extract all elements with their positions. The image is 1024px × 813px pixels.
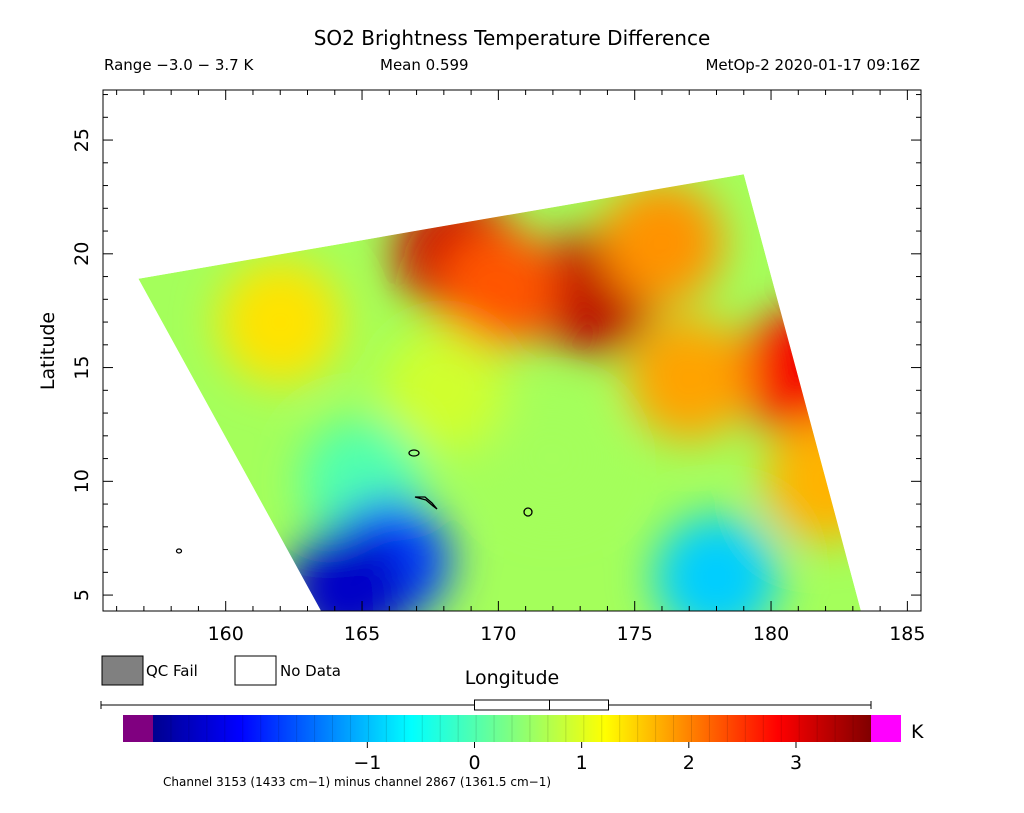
heatmap-region-13 (286, 526, 411, 611)
contour-2 (414, 496, 438, 510)
x-tick-label: 175 (617, 623, 653, 645)
colorbar-over (871, 715, 901, 742)
colorbar-unit: K (911, 721, 924, 743)
chart-title: SO2 Brightness Temperature Difference (313, 26, 711, 50)
heatmap-region-7 (627, 316, 752, 441)
heatmap-region-8 (381, 328, 506, 453)
y-tick-label: 5 (71, 589, 93, 601)
heatmap-swath (138, 174, 861, 611)
heatmap-region-9 (490, 396, 615, 521)
heatmap-region-6 (218, 260, 343, 385)
y-tick-label: 25 (71, 128, 93, 152)
colorbar-tick-label: 0 (468, 752, 480, 774)
colorbar: −1 0 1 2 3 K (100, 699, 924, 774)
x-axis: 160 165 170 175 180 185 (116, 90, 925, 645)
x-tick-label: 170 (480, 623, 516, 645)
x-tick-label: 185 (889, 623, 925, 645)
colorbar-under (123, 715, 153, 742)
satellite-time-readout: MetOp-2 2020-01-17 09:16Z (705, 56, 920, 74)
legend-swatch-qc-fail (101, 655, 144, 686)
x-axis-label: Longitude (465, 667, 560, 689)
contour-3 (523, 507, 533, 517)
y-tick-label: 20 (71, 242, 93, 266)
y-tick-label: 15 (71, 356, 93, 380)
legend-label-qc-fail: QC Fail (146, 662, 198, 680)
x-tick-label: 165 (344, 623, 380, 645)
x-tick-label: 180 (753, 623, 789, 645)
stats-box (474, 699, 609, 711)
legend-swatch-no-data (234, 655, 277, 686)
y-axis: 5 10 15 20 25 (71, 94, 921, 601)
heatmap-region-5 (600, 180, 724, 305)
heatmap-region-4 (436, 225, 561, 350)
contour-lines (175, 449, 533, 554)
legend: QC Fail No Data (101, 655, 341, 686)
colorbar-tick-label: 2 (683, 752, 695, 774)
contour-4 (175, 548, 183, 554)
x-tick-label: 160 (208, 623, 244, 645)
footnote: Channel 3153 (1433 cm−1) minus channel 2… (163, 775, 551, 789)
heatmap-region-12 (654, 514, 779, 611)
colorbar-gradient (153, 715, 871, 742)
contour-1 (408, 449, 420, 457)
colorbar-tick-label: 3 (790, 752, 802, 774)
mean-readout: Mean 0.599 (380, 56, 469, 74)
y-axis-label: Latitude (37, 312, 59, 390)
heatmap-region-3 (736, 310, 861, 435)
range-readout: Range −3.0 − 3.7 K (104, 56, 254, 74)
plot-frame (102, 89, 922, 612)
y-tick-label: 10 (71, 469, 93, 493)
colorbar-tick-label: 1 (576, 752, 588, 774)
legend-label-no-data: No Data (280, 662, 341, 680)
colorbar-tick-label: −1 (353, 752, 381, 774)
heatmap-region-14 (763, 419, 861, 544)
